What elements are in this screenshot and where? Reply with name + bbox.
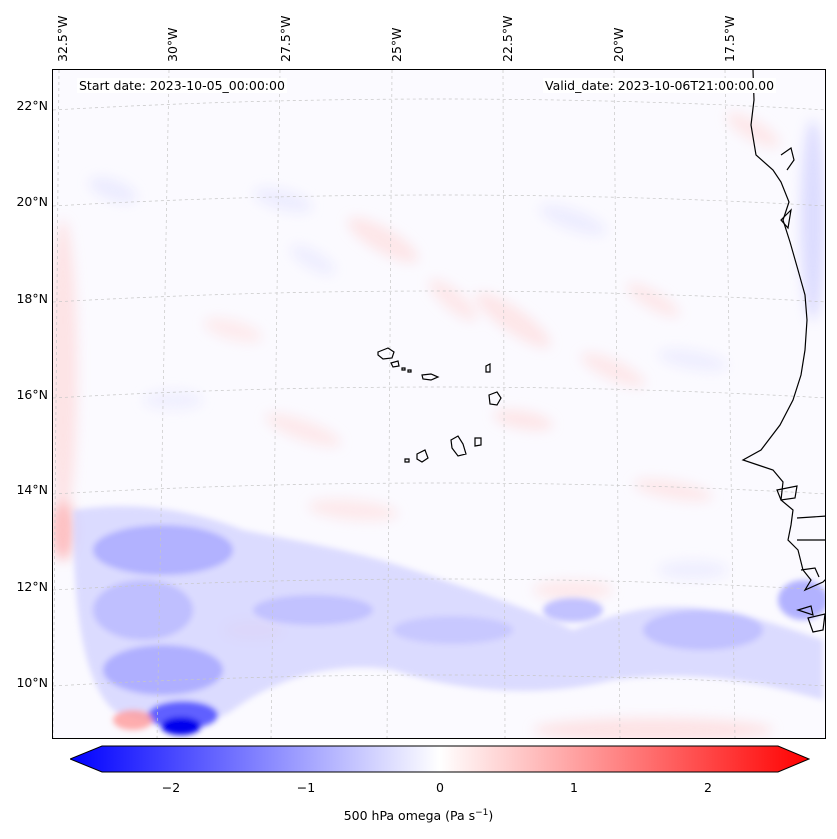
colorbar-gradient	[68, 745, 811, 773]
graticule	[53, 70, 825, 738]
positive-omega-patches	[53, 112, 780, 738]
colorbar-title: 500 hPa omega (Pa s−1)	[0, 808, 837, 823]
colorbar	[68, 745, 811, 773]
colorbar-tick-minus-2: −2	[161, 780, 181, 795]
start-date-label: Start date: 2023-10-05_00:00:00	[77, 78, 287, 93]
lat-label-12n: 12°N	[16, 579, 48, 594]
lat-label-18n: 18°N	[16, 291, 48, 306]
map-panel	[52, 69, 826, 739]
colorbar-tick-1: 1	[570, 780, 578, 795]
lon-label-17-5w: 17.5°W	[722, 15, 737, 62]
colorbar-title-text: 500 hPa omega (Pa s	[343, 808, 476, 824]
ascent-region-southwest	[73, 506, 825, 735]
negative-omega-patches	[89, 120, 825, 579]
lat-label-10n: 10°N	[16, 675, 48, 690]
colorbar-tick-minus-1: −1	[296, 780, 316, 795]
cape-verde-islands	[377, 347, 502, 463]
lat-label-16n: 16°N	[16, 387, 48, 402]
lon-label-30w: 30°W	[165, 27, 180, 62]
lat-label-20n: 20°N	[16, 194, 48, 209]
colorbar-svg	[68, 745, 811, 773]
colorbar-tick-0: 0	[436, 780, 444, 795]
colorbar-title-close: )	[488, 808, 494, 824]
lon-label-32-5w: 32.5°W	[55, 15, 70, 62]
lon-label-22-5w: 22.5°W	[500, 15, 515, 62]
omega-field-map	[53, 70, 825, 738]
lat-label-14n: 14°N	[16, 482, 48, 497]
colorbar-title-exponent: −1	[475, 808, 489, 818]
lat-label-22n: 22°N	[16, 98, 48, 113]
colorbar-tick-2: 2	[704, 780, 712, 795]
lon-label-25w: 25°W	[389, 27, 404, 62]
valid-date-label: Valid_date: 2023-10-06T21:00:00.00	[543, 78, 777, 93]
lon-label-20w: 20°W	[611, 27, 626, 62]
lon-label-27-5w: 27.5°W	[278, 15, 293, 62]
west-africa-coastline	[741, 70, 825, 633]
